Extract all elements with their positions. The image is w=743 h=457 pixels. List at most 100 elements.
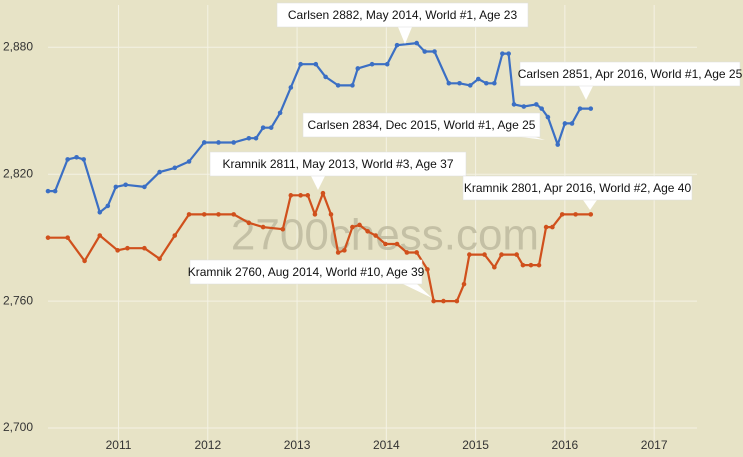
data-point <box>312 212 318 217</box>
annotation-box <box>276 2 529 28</box>
annotation-pointer <box>583 200 597 210</box>
data-point <box>441 298 446 304</box>
annotation: Kramnik 2801, Apr 2016, World #2, Age 40 <box>462 175 693 210</box>
annotation: Carlsen 2882, May 2014, World #1, Age 23 <box>276 2 529 44</box>
data-point <box>536 262 542 268</box>
data-point <box>461 281 467 287</box>
annotation-box <box>209 151 467 177</box>
data-point <box>384 61 390 67</box>
data-point <box>457 80 462 86</box>
data-point <box>288 193 294 198</box>
y-tick-label: 2,820 <box>3 166 33 180</box>
data-point <box>216 140 221 145</box>
data-point <box>562 121 568 126</box>
data-point <box>142 245 147 251</box>
series-line <box>48 42 591 214</box>
annotation-pointer <box>311 176 325 190</box>
data-point <box>298 61 303 67</box>
data-point <box>216 212 221 217</box>
x-tick-label: 2012 <box>194 438 221 452</box>
annotation: Carlsen 2851, Apr 2016, World #1, Age 25 <box>518 61 743 100</box>
annotation: Kramnik 2811, May 2013, World #3, Age 37 <box>209 151 467 190</box>
annotation-box <box>189 259 423 285</box>
data-point <box>115 248 120 253</box>
data-point <box>573 212 578 217</box>
data-point <box>277 110 283 116</box>
data-point <box>514 252 519 257</box>
data-point <box>454 298 460 304</box>
data-point <box>113 184 119 190</box>
data-point <box>404 250 410 255</box>
annotation-text: Kramnik 2801, Apr 2016, World #2, Age 40 <box>464 181 692 195</box>
data-point <box>350 224 355 230</box>
annotation-box <box>462 175 693 201</box>
annotation-pointer <box>579 86 593 100</box>
data-point <box>588 106 594 111</box>
data-point <box>313 61 319 67</box>
data-point <box>369 61 375 67</box>
data-point <box>231 140 236 145</box>
data-point <box>97 209 103 215</box>
data-point <box>350 83 355 88</box>
data-point <box>280 226 286 232</box>
data-point <box>246 135 252 141</box>
data-point <box>422 49 428 54</box>
data-point <box>45 235 51 240</box>
data-point <box>172 233 178 238</box>
data-point <box>577 106 583 111</box>
data-point <box>186 159 192 164</box>
data-point <box>157 256 162 262</box>
annotation-pointer <box>398 27 412 44</box>
data-point <box>383 241 388 247</box>
data-point <box>365 229 370 234</box>
data-point <box>246 220 252 226</box>
data-point <box>355 66 361 71</box>
data-point <box>328 212 334 217</box>
annotation: Carlsen 2834, Dec 2015, World #1, Age 25 <box>302 112 545 140</box>
annotation-text: Kramnik 2811, May 2013, World #3, Age 37 <box>222 157 453 171</box>
data-point <box>534 102 539 107</box>
data-point <box>414 40 419 46</box>
data-point <box>539 106 544 111</box>
y-tick-label: 2,880 <box>3 39 33 53</box>
data-point <box>157 169 162 175</box>
data-point <box>74 154 79 160</box>
data-point <box>543 224 549 230</box>
data-point <box>260 125 266 130</box>
data-point <box>298 193 303 198</box>
data-point <box>555 142 561 147</box>
data-point <box>323 74 328 80</box>
x-tick-label: 2014 <box>373 438 400 452</box>
data-point <box>142 184 147 190</box>
series-line <box>48 192 591 303</box>
x-tick-label: 2015 <box>462 438 489 452</box>
data-point <box>231 212 236 217</box>
annotation-pointer <box>521 137 545 140</box>
data-point <box>545 114 551 120</box>
data-point <box>446 80 452 86</box>
data-point <box>172 165 178 171</box>
data-point <box>492 80 497 86</box>
data-point <box>511 102 517 107</box>
x-tick-label: 2016 <box>552 438 579 452</box>
data-point <box>559 212 565 217</box>
data-point <box>65 235 70 240</box>
data-point <box>425 267 430 272</box>
data-point <box>588 212 594 217</box>
data-point <box>342 248 347 253</box>
data-point <box>432 49 437 54</box>
data-point <box>467 83 473 88</box>
data-point <box>125 245 130 251</box>
data-point <box>484 80 489 86</box>
data-point <box>569 121 575 126</box>
x-tick-label: 2013 <box>284 438 311 452</box>
data-point <box>499 252 504 257</box>
data-point <box>201 140 207 145</box>
data-point <box>373 233 378 238</box>
data-point <box>431 298 436 304</box>
data-point <box>550 224 555 230</box>
data-point <box>81 157 87 162</box>
data-point <box>123 182 128 188</box>
data-point <box>492 264 497 270</box>
